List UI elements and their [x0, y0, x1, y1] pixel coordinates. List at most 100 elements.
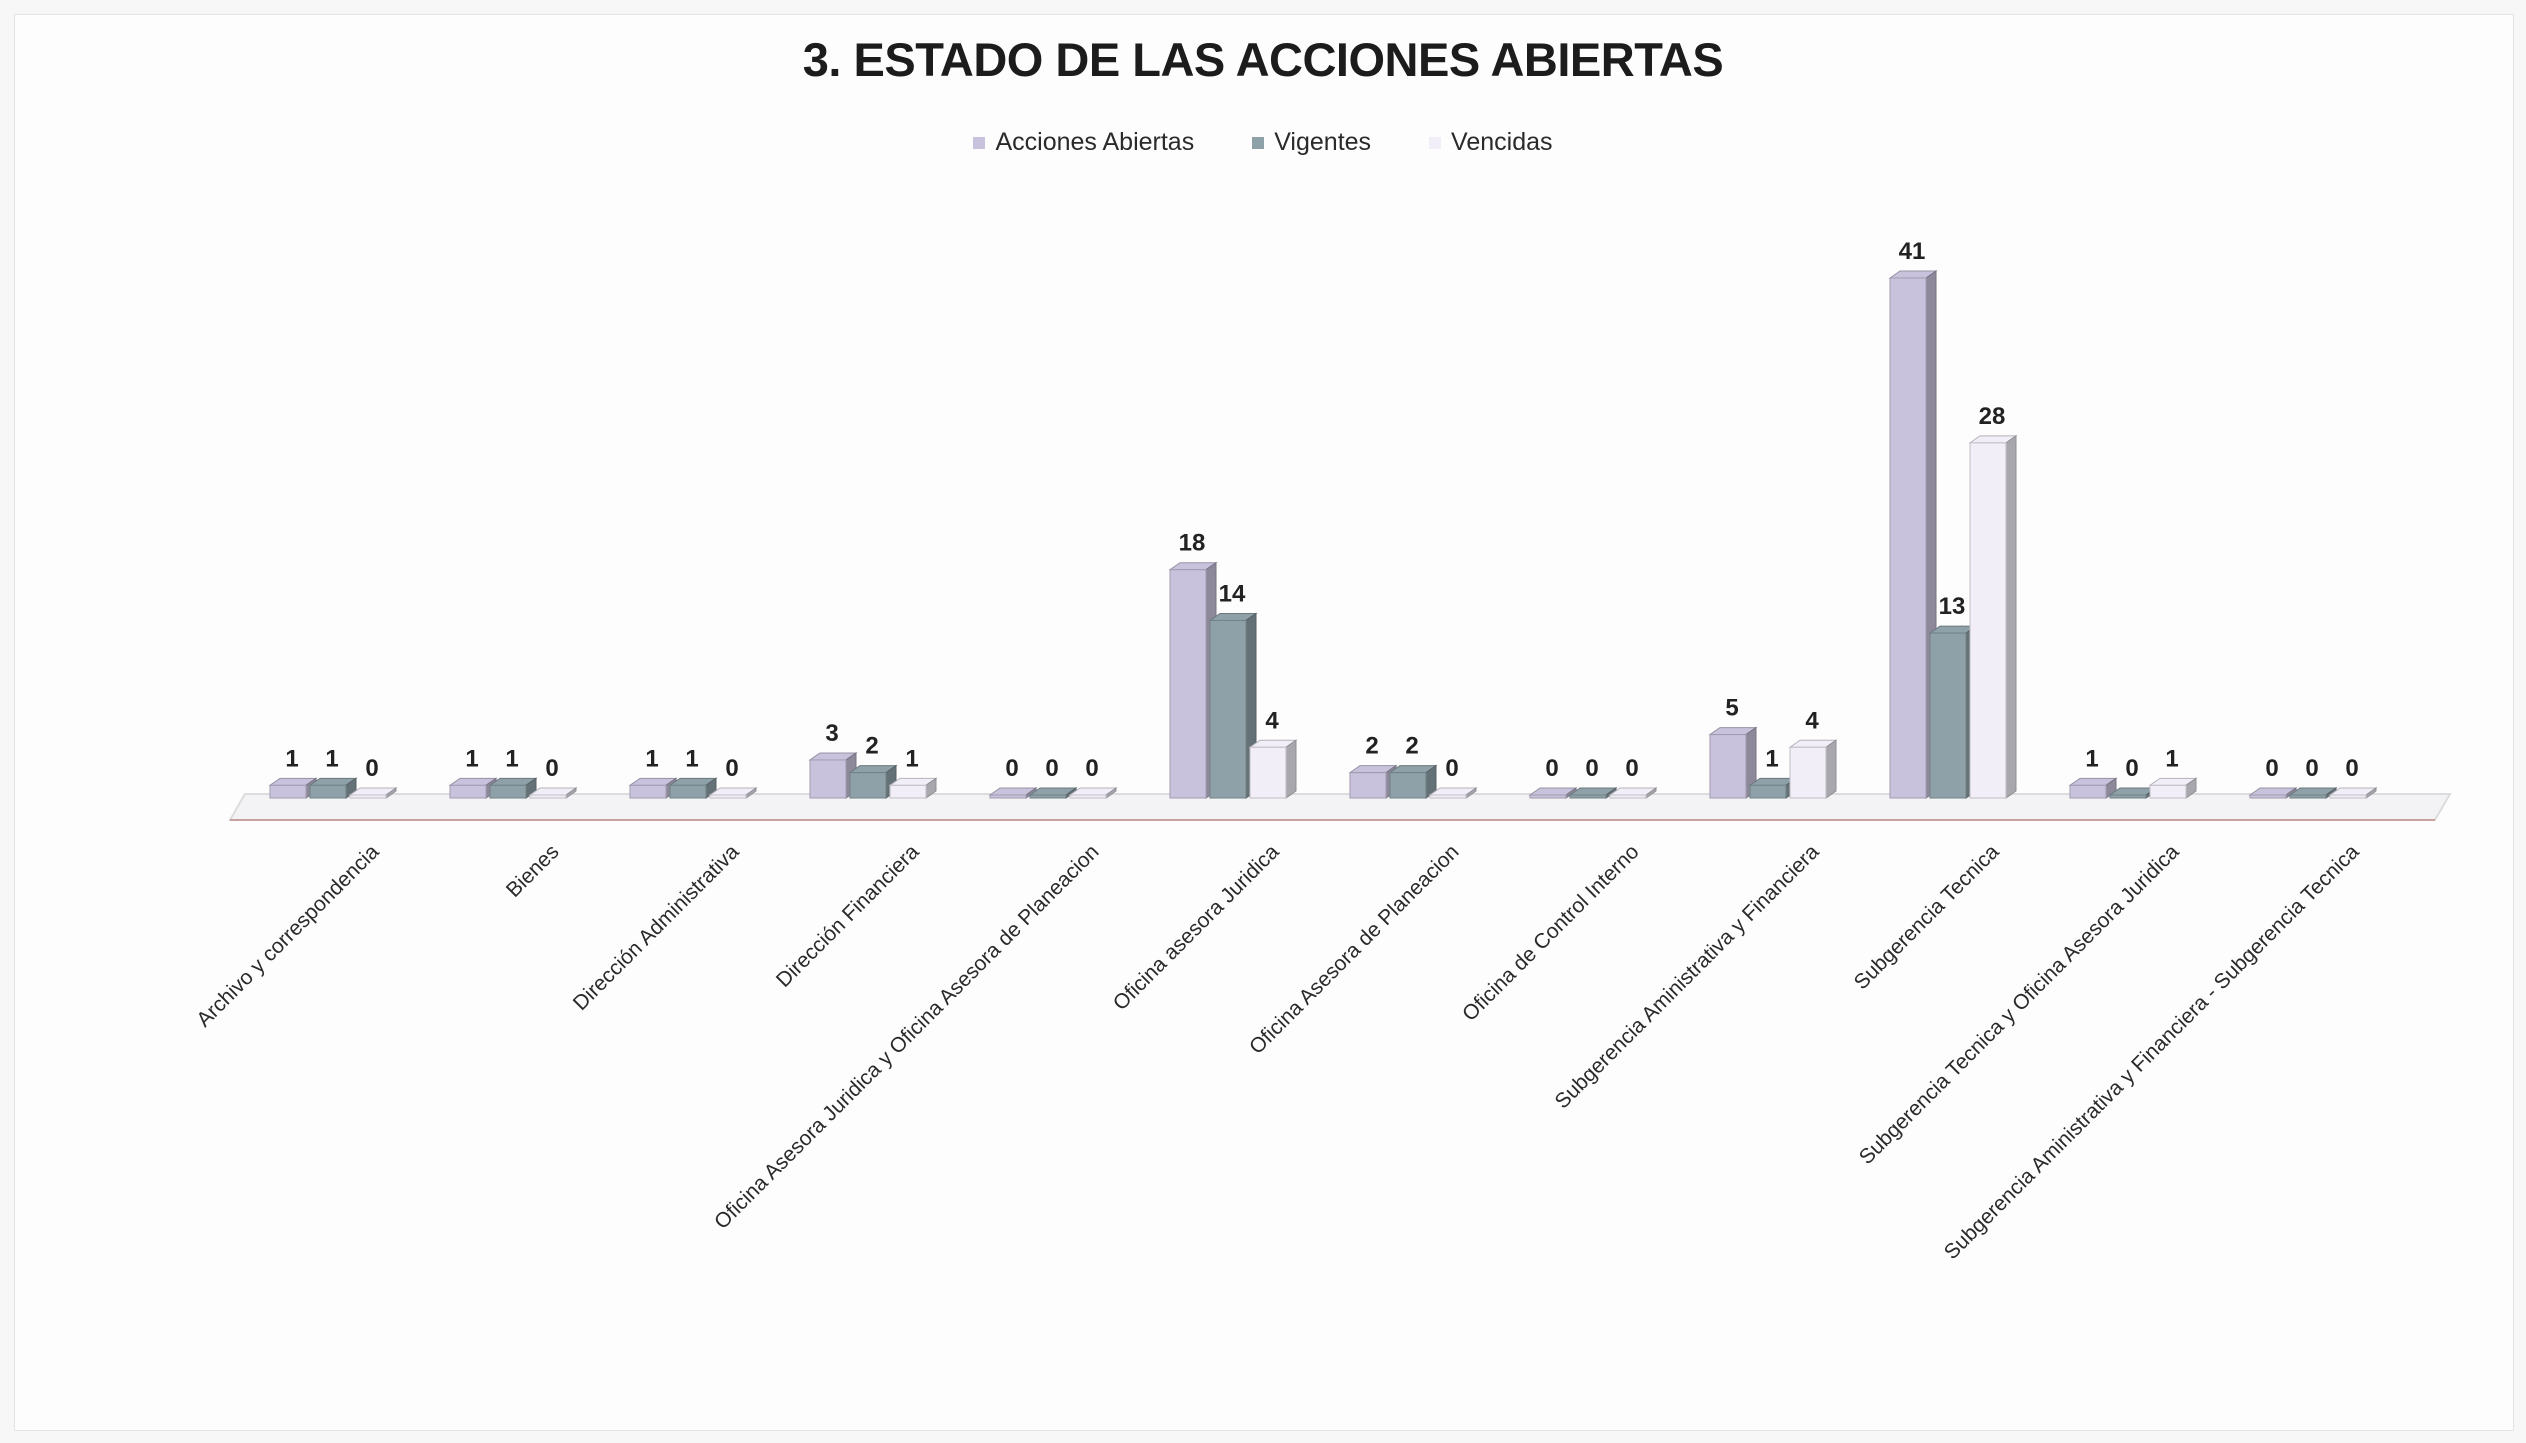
bar-vigentes-subgerencia-tecnica [1929, 632, 1967, 799]
data-label-vigentes-oficina-asesora-juridica-y-oficina-asesora-de-planeacion: 0 [1045, 755, 1058, 782]
data-label-vencidas-subgerencia-aministrativa-y-financiera: 4 [1805, 707, 1819, 734]
bar-acciones-abiertas-oficina-de-control-interno [1529, 794, 1567, 799]
bar-vencidas-direccion-administrativa [709, 794, 747, 799]
bar-acciones-abiertas-direccion-financiera [809, 759, 847, 799]
data-label-acciones-abiertas-subgerencia-aministrativa-y-financiera-subgerencia-tecnica: 0 [2265, 755, 2278, 782]
data-label-acciones-abiertas-oficina-de-control-interno: 0 [1545, 755, 1558, 782]
data-label-vigentes-subgerencia-aministrativa-y-financiera: 1 [1765, 745, 1778, 772]
data-label-acciones-abiertas-subgerencia-tecnica: 41 [1899, 238, 1926, 265]
data-label-vigentes-subgerencia-aministrativa-y-financiera-subgerencia-tecnica: 0 [2305, 755, 2318, 782]
bar-acciones-abiertas-subgerencia-aministrativa-y-financiera [1709, 734, 1747, 799]
data-label-vencidas-oficina-asesora-juridica: 4 [1265, 707, 1279, 734]
x-tick-label-oficina-de-control-interno: Oficina de Control Interno [1458, 840, 1643, 1025]
data-label-vigentes-direccion-administrativa: 1 [685, 745, 698, 772]
bar-vigentes-subgerencia-tecnica-y-oficina-asesora-juridica [2109, 794, 2147, 799]
bar-vencidas-subgerencia-tecnica [1969, 442, 2007, 799]
data-label-acciones-abiertas-oficina-asesora-juridica-y-oficina-asesora-de-planeacion: 0 [1005, 755, 1018, 782]
data-label-vencidas-subgerencia-tecnica: 28 [1979, 403, 2006, 430]
data-label-vencidas-direccion-financiera: 1 [905, 745, 918, 772]
data-label-vencidas-subgerencia-aministrativa-y-financiera-subgerencia-tecnica: 0 [2345, 755, 2358, 782]
bar-acciones-abiertas-archivo-y-correspondencia [269, 784, 307, 799]
x-tick-label-subgerencia-aministrativa-y-financiera-subgerencia-tecnica: Subgerencia Aministrativa y Financiera -… [1940, 840, 2364, 1264]
data-label-acciones-abiertas-direccion-administrativa: 1 [645, 745, 658, 772]
bar-vigentes-oficina-asesora-juridica [1209, 619, 1247, 799]
bar-vencidas-direccion-financiera [889, 784, 927, 799]
bar-vencidas-subgerencia-aministrativa-y-financiera-subgerencia-tecnica [2329, 794, 2367, 799]
data-label-acciones-abiertas-oficina-asesora-de-planeacion: 2 [1365, 733, 1378, 760]
bar-vigentes-oficina-asesora-juridica-y-oficina-asesora-de-planeacion [1029, 794, 1067, 799]
data-label-acciones-abiertas-oficina-asesora-juridica: 18 [1179, 530, 1206, 557]
legend-label-acciones-abiertas: Acciones Abiertas [995, 128, 1195, 156]
bar-vigentes-oficina-asesora-de-planeacion [1389, 772, 1427, 799]
bar-vigentes-direccion-financiera [849, 772, 887, 799]
bar-vencidas-bienes [529, 794, 567, 799]
data-label-vencidas-oficina-de-control-interno: 0 [1625, 755, 1638, 782]
legend-label-vigentes: Vigentes [1274, 128, 1372, 156]
bar-acciones-abiertas-bienes [449, 784, 487, 799]
bar-vencidas-oficina-asesora-juridica-y-oficina-asesora-de-planeacion [1069, 794, 1107, 799]
legend-label-vencidas: Vencidas [1451, 128, 1553, 156]
legend-item-vigentes: Vigentes [1252, 128, 1371, 157]
data-label-vigentes-bienes: 1 [505, 745, 518, 772]
legend-item-vencidas: Vencidas [1429, 128, 1553, 157]
bar-vencidas-oficina-de-control-interno [1609, 794, 1647, 799]
legend-swatch-vigentes [1252, 136, 1265, 149]
x-tick-label-direccion-financiera: Dirección Financiera [772, 840, 924, 992]
data-label-vigentes-subgerencia-tecnica: 13 [1939, 593, 1966, 620]
x-tick-label-bienes: Bienes [502, 840, 564, 902]
x-tick-label-oficina-asesora-juridica-y-oficina-asesora-de-planeacion: Oficina Asesora Juridica y Oficina Aseso… [710, 840, 1103, 1233]
x-tick-label-oficina-asesora-juridica: Oficina asesora Juridica [1109, 840, 1284, 1015]
legend-swatch-vencidas [1429, 136, 1442, 149]
data-label-vigentes-archivo-y-correspondencia: 1 [325, 745, 338, 772]
legend-item-acciones-abiertas: Acciones Abiertas [973, 128, 1194, 157]
bar-acciones-abiertas-subgerencia-aministrativa-y-financiera-subgerencia-tecnica [2249, 794, 2287, 799]
x-tick-label-archivo-y-correspondencia: Archivo y correspondencia [192, 840, 383, 1031]
legend-swatch-acciones-abiertas [973, 136, 986, 149]
bar-vigentes-subgerencia-aministrativa-y-financiera [1749, 784, 1787, 799]
data-label-vigentes-oficina-asesora-de-planeacion: 2 [1405, 733, 1418, 760]
data-label-acciones-abiertas-archivo-y-correspondencia: 1 [285, 745, 298, 772]
data-label-vigentes-subgerencia-tecnica-y-oficina-asesora-juridica: 0 [2125, 755, 2138, 782]
bar-acciones-abiertas-subgerencia-tecnica [1889, 277, 1927, 799]
data-label-vencidas-archivo-y-correspondencia: 0 [365, 755, 378, 782]
data-label-acciones-abiertas-subgerencia-tecnica-y-oficina-asesora-juridica: 1 [2085, 745, 2098, 772]
data-label-acciones-abiertas-direccion-financiera: 3 [825, 720, 838, 747]
bar-vencidas-archivo-y-correspondencia [349, 794, 387, 799]
bar-vigentes-bienes [489, 784, 527, 799]
x-tick-label-oficina-asesora-de-planeacion: Oficina Asesora de Planeacion [1245, 840, 1464, 1059]
bar-acciones-abiertas-direccion-administrativa [629, 784, 667, 799]
bar-side-vencidas-subgerencia-aministrativa-y-financiera [1825, 739, 1837, 799]
bar-vencidas-oficina-asesora-juridica [1249, 746, 1287, 799]
bar-acciones-abiertas-oficina-asesora-de-planeacion [1349, 772, 1387, 799]
bar-vencidas-subgerencia-tecnica-y-oficina-asesora-juridica [2149, 784, 2187, 799]
bar-vigentes-subgerencia-aministrativa-y-financiera-subgerencia-tecnica [2289, 794, 2327, 799]
data-label-vigentes-oficina-de-control-interno: 0 [1585, 755, 1598, 782]
bar-side-vencidas-subgerencia-tecnica [2005, 434, 2017, 799]
bar-side-vencidas-oficina-asesora-juridica [1285, 739, 1297, 799]
bar-acciones-abiertas-oficina-asesora-juridica [1169, 569, 1207, 799]
chart-frame [14, 14, 2514, 1431]
x-tick-label-direccion-administrativa: Dirección Administrativa [569, 840, 744, 1015]
data-label-vigentes-oficina-asesora-juridica: 14 [1219, 580, 1246, 607]
bar-vigentes-direccion-administrativa [669, 784, 707, 799]
bar-vigentes-oficina-de-control-interno [1569, 794, 1607, 799]
x-tick-label-subgerencia-tecnica: Subgerencia Tecnica [1850, 840, 2004, 994]
data-label-vencidas-oficina-asesora-juridica-y-oficina-asesora-de-planeacion: 0 [1085, 755, 1098, 782]
bar-acciones-abiertas-subgerencia-tecnica-y-oficina-asesora-juridica [2069, 784, 2107, 799]
chart-title: 3. ESTADO DE LAS ACCIONES ABIERTAS [802, 33, 1724, 86]
data-label-acciones-abiertas-bienes: 1 [465, 745, 478, 772]
data-label-vencidas-oficina-asesora-de-planeacion: 0 [1445, 755, 1458, 782]
x-tick-label-subgerencia-tecnica-y-oficina-asesora-juridica: Subgerencia Tecnica y Oficina Asesora Ju… [1855, 840, 2184, 1169]
bar-vencidas-oficina-asesora-de-planeacion [1429, 794, 1467, 799]
data-label-vigentes-direccion-financiera: 2 [865, 733, 878, 760]
bar-acciones-abiertas-oficina-asesora-juridica-y-oficina-asesora-de-planeacion [989, 794, 1027, 799]
bar-vigentes-archivo-y-correspondencia [309, 784, 347, 799]
data-label-vencidas-subgerencia-tecnica-y-oficina-asesora-juridica: 1 [2165, 745, 2178, 772]
bar-vencidas-subgerencia-aministrativa-y-financiera [1789, 746, 1827, 799]
chart-legend: Acciones Abiertas Vigentes Vencidas [0, 128, 2526, 157]
data-label-acciones-abiertas-subgerencia-aministrativa-y-financiera: 5 [1725, 695, 1738, 722]
data-label-vencidas-bienes: 0 [545, 755, 558, 782]
data-label-vencidas-direccion-administrativa: 0 [725, 755, 738, 782]
